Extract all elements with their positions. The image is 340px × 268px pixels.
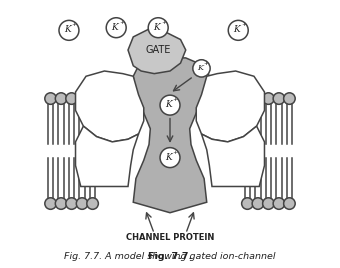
Circle shape — [160, 148, 180, 168]
Circle shape — [76, 93, 88, 104]
Text: K: K — [165, 100, 172, 109]
Circle shape — [273, 198, 285, 209]
Text: Fig. 7.7.: Fig. 7.7. — [148, 252, 192, 261]
Text: +: + — [161, 20, 166, 25]
Circle shape — [262, 93, 274, 104]
Circle shape — [284, 198, 295, 209]
Polygon shape — [75, 126, 138, 187]
Text: Fig. 7.7. A model showing gated ion-channel: Fig. 7.7. A model showing gated ion-chan… — [64, 252, 276, 261]
Circle shape — [242, 198, 253, 209]
Circle shape — [160, 95, 180, 115]
Circle shape — [193, 60, 210, 77]
Circle shape — [55, 93, 67, 104]
Circle shape — [45, 198, 56, 209]
Circle shape — [87, 93, 98, 104]
Circle shape — [59, 20, 79, 40]
Text: K: K — [111, 23, 118, 32]
Text: K: K — [233, 25, 240, 34]
Circle shape — [228, 20, 248, 40]
Text: +: + — [173, 150, 178, 155]
Circle shape — [148, 18, 168, 38]
Text: +: + — [241, 22, 246, 27]
Text: K: K — [64, 25, 70, 34]
Circle shape — [55, 198, 67, 209]
Circle shape — [262, 198, 274, 209]
Polygon shape — [128, 29, 186, 74]
Circle shape — [252, 198, 264, 209]
Circle shape — [284, 93, 295, 104]
Text: K: K — [165, 152, 172, 162]
Text: K: K — [153, 23, 160, 32]
Text: GATE: GATE — [146, 45, 171, 55]
Polygon shape — [75, 71, 144, 142]
Text: +: + — [204, 61, 209, 66]
Circle shape — [252, 93, 264, 104]
Polygon shape — [202, 126, 265, 187]
Circle shape — [106, 18, 126, 38]
Polygon shape — [196, 71, 265, 142]
Circle shape — [273, 93, 285, 104]
Circle shape — [242, 93, 253, 104]
Text: +: + — [119, 20, 124, 25]
Text: CHANNEL PROTEIN: CHANNEL PROTEIN — [126, 233, 214, 242]
Text: +: + — [173, 97, 178, 102]
Circle shape — [87, 198, 98, 209]
Text: +: + — [72, 22, 77, 27]
Circle shape — [45, 93, 56, 104]
Circle shape — [76, 198, 88, 209]
Polygon shape — [133, 58, 209, 213]
Text: K: K — [197, 64, 203, 72]
Circle shape — [66, 93, 78, 104]
Circle shape — [66, 198, 78, 209]
